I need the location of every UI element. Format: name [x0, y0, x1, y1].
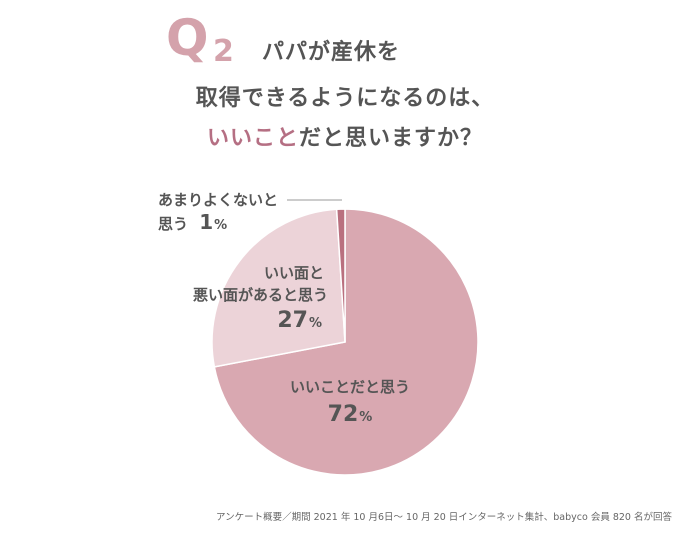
slice-value-good: 72 — [327, 402, 359, 427]
slice-label-mixed-line2: 悪い面があると思う — [192, 286, 328, 304]
pie-slice-rarely-good — [335, 208, 346, 343]
question-line-2: 取得できるようになるのは、 — [195, 86, 495, 111]
slice-label-rarely-good-line2: 思う 1% — [158, 211, 278, 237]
question-badge-number: 2 — [213, 34, 234, 69]
slice-label-rarely-good-line1: あまりよくないと — [158, 191, 279, 209]
question-line-3-rest: だと思いますか？ — [299, 126, 484, 151]
slice-unit-mixed: % — [308, 316, 322, 331]
slice-label-good: いいことだと思う 72% — [280, 376, 420, 427]
pie-slice-mixed — [211, 208, 346, 368]
slice-value-rarely-good: 1 — [199, 210, 214, 234]
slice-label-mixed: いい面と 悪い面があると思う 27% — [178, 262, 328, 333]
survey-footnote: アンケート概要／期間 2021 年 10 月6日～ 10 月 20 日インターネ… — [216, 512, 672, 523]
slice-value-good-wrap: 72% — [280, 402, 420, 427]
slice-label-rarely-good: あまりよくないと 思う 1% — [158, 189, 278, 237]
slice-value-mixed: 27 — [277, 308, 308, 333]
slice-label-mixed-line1: いい面と — [263, 264, 324, 282]
question-highlight: いいこと — [206, 126, 299, 151]
slice-unit-good: % — [359, 410, 373, 425]
question-badge: Q 2 — [166, 8, 256, 78]
slice-label-good-line1: いいことだと思う — [289, 378, 410, 396]
slice-unit-rarely-good: % — [214, 218, 228, 233]
pie-slices — [211, 208, 479, 476]
question-badge-letter: Q — [166, 9, 209, 67]
question-line-1: パパが産休を — [262, 40, 401, 65]
question-line-3: いいことだと思いますか？ — [0, 124, 690, 154]
pie-slice-good — [213, 208, 479, 476]
slice-value-mixed-wrap: 27% — [178, 308, 328, 333]
slice-label-rarely-good-line2-text: 思う — [158, 215, 189, 233]
